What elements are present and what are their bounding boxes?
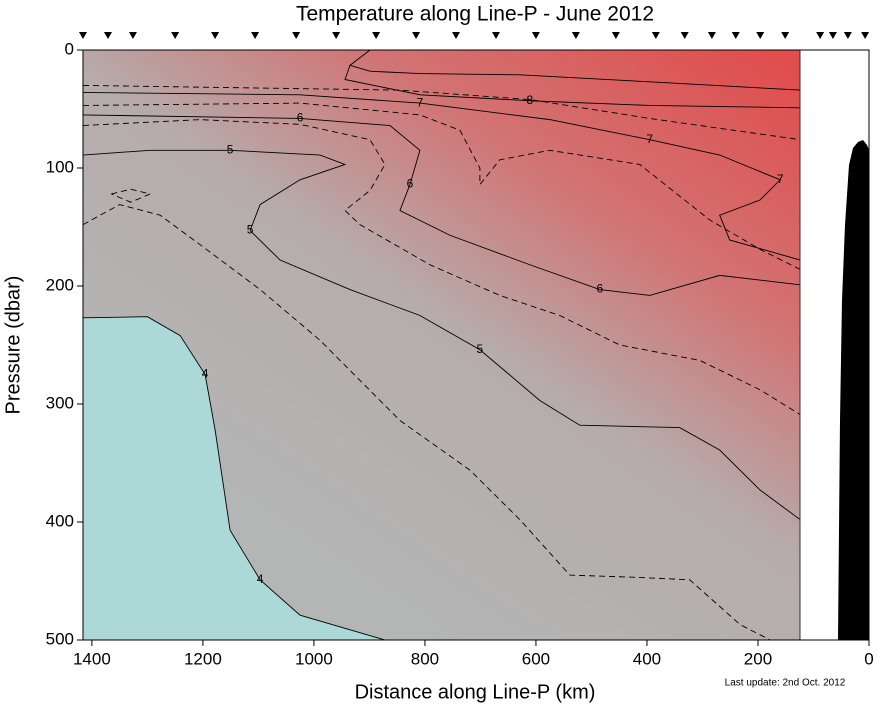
x-tick-label: 1000	[295, 649, 333, 668]
contour-label: 7	[646, 132, 653, 146]
x-tick-label: 1400	[73, 649, 111, 668]
station-marker	[491, 32, 500, 39]
contour-label: 8	[526, 93, 533, 107]
contour-layer: 4 4 5 5 5 6 6 6 7 7 7 8	[83, 50, 800, 640]
station-marker	[332, 32, 341, 39]
contour-label: 7	[417, 95, 424, 109]
x-axis-label: Distance along Line-P (km)	[355, 681, 596, 703]
station-marker	[756, 32, 765, 39]
y-tick-label: 400	[46, 511, 74, 530]
y-tick-label: 0	[65, 39, 74, 58]
contour-line	[83, 149, 800, 521]
contour-label: 4	[202, 367, 209, 381]
station-marker	[781, 32, 790, 39]
contour-line	[83, 204, 771, 640]
station-marker	[816, 32, 825, 39]
station-marker	[79, 32, 87, 39]
station-marker	[292, 32, 301, 39]
contour-label: 5	[227, 142, 234, 156]
station-marker	[251, 32, 260, 39]
contour-line	[349, 50, 800, 91]
contour-label: 5	[247, 223, 254, 237]
station-marker	[611, 32, 620, 39]
contour-label: 6	[407, 177, 414, 191]
station-marker	[412, 32, 421, 39]
contour-label: 4	[257, 572, 264, 586]
y-tick-label: 500	[46, 629, 74, 648]
contour-line	[83, 114, 800, 296]
contour-label: 7	[777, 172, 784, 186]
station-marker	[843, 32, 852, 39]
station-marker	[171, 32, 180, 39]
contour-line	[83, 316, 386, 640]
station-marker	[651, 32, 660, 39]
x-tick-label: 600	[522, 649, 550, 668]
contour-label: 6	[297, 111, 304, 125]
station-marker	[128, 32, 137, 39]
station-marker	[707, 32, 716, 39]
contour-label: 6	[596, 282, 603, 296]
plot-frame	[82, 49, 870, 641]
update-note: Last update: 2nd Oct. 2012	[725, 678, 846, 689]
chart-title: Temperature along Line-P - June 2012	[296, 3, 654, 26]
y-axis-label: Pressure (dbar)	[2, 276, 24, 415]
x-tick-label: 400	[633, 649, 661, 668]
contour-line	[344, 65, 800, 109]
cold-water-region	[83, 316, 385, 640]
station-marker	[731, 32, 740, 39]
contour-line	[83, 92, 800, 261]
station-marker	[211, 32, 220, 39]
contour-label: 5	[477, 342, 484, 356]
x-tick-label: 800	[411, 649, 439, 668]
contour-line	[83, 119, 800, 416]
x-tick-label: 200	[744, 649, 772, 668]
station-marker	[571, 32, 580, 39]
station-marker	[452, 32, 461, 39]
contour-line	[83, 84, 800, 141]
station-marker	[372, 32, 381, 39]
y-tick-label: 200	[46, 275, 74, 294]
x-tick-label: 1200	[184, 649, 222, 668]
station-marker	[861, 32, 870, 39]
bathymetry	[838, 140, 869, 640]
contour-line	[83, 102, 800, 270]
station-marker	[103, 32, 112, 39]
station-marker	[680, 32, 689, 39]
x-tick-label: 0	[864, 649, 873, 668]
station-marker	[531, 32, 540, 39]
y-tick-label: 300	[46, 393, 74, 412]
station-marker	[828, 32, 837, 39]
contour-line	[111, 188, 152, 203]
y-tick-label: 100	[46, 157, 74, 176]
